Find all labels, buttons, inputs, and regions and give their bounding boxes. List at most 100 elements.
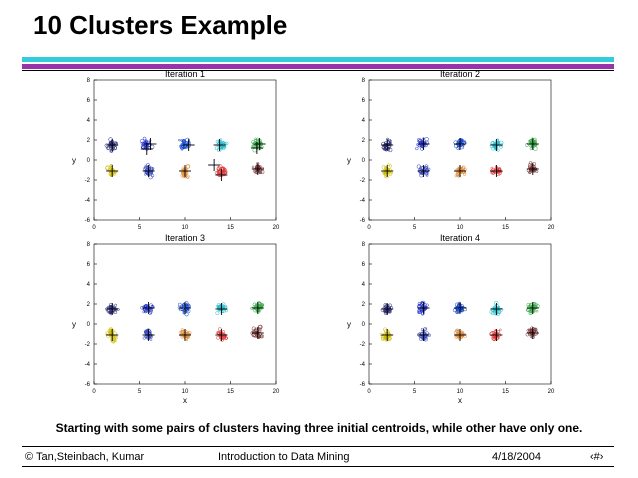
data-point: [214, 146, 219, 151]
data-point: [185, 164, 190, 169]
y-tick-label: 0: [362, 158, 366, 164]
data-point: [149, 338, 153, 341]
data-point: [186, 176, 189, 179]
data-point: [495, 309, 500, 314]
data-point: [109, 310, 114, 315]
data-point: [260, 303, 265, 307]
data-point: [113, 310, 118, 314]
data-point: [418, 170, 423, 174]
x-axis-label: x: [458, 396, 462, 405]
data-point: [178, 302, 182, 307]
data-point: [149, 310, 153, 314]
centroid-marker: [106, 303, 119, 315]
centroid-marker: [215, 329, 228, 341]
data-point: [383, 175, 387, 178]
y-tick-label: 8: [362, 242, 366, 248]
data-point: [389, 140, 392, 143]
data-point: [258, 327, 262, 331]
data-point: [148, 303, 154, 308]
y-tick-label: -6: [360, 218, 366, 224]
data-point: [383, 145, 388, 150]
data-point: [254, 307, 259, 312]
data-point: [387, 163, 390, 166]
data-point: [114, 303, 118, 307]
x-tick-label: 10: [182, 225, 189, 231]
data-point: [182, 141, 186, 145]
data-point: [425, 303, 429, 307]
data-point: [183, 143, 188, 148]
data-point: [253, 169, 257, 174]
data-point: [528, 311, 532, 315]
data-point: [180, 328, 184, 332]
x-tick-label: 10: [182, 389, 189, 395]
data-point: [380, 308, 385, 312]
data-point: [181, 139, 185, 143]
cluster-points: [454, 165, 467, 178]
centroid-marker: [526, 327, 539, 339]
x-tick-label: 5: [138, 389, 142, 395]
data-point: [535, 309, 539, 313]
data-point: [251, 140, 255, 144]
y-tick-label: 2: [87, 138, 91, 144]
cluster-points: [104, 137, 118, 153]
centroid-marker: [179, 329, 191, 341]
data-point: [419, 335, 423, 338]
data-point: [496, 148, 500, 152]
y-tick-label: 8: [362, 78, 366, 84]
x-tick-label: 15: [227, 225, 234, 231]
cluster-points: [105, 163, 118, 177]
data-point: [383, 165, 389, 171]
data-point: [140, 139, 145, 144]
data-point: [424, 165, 428, 170]
x-tick-label: 15: [502, 225, 509, 231]
data-point: [529, 147, 533, 150]
chart-title: Iteration 3: [165, 233, 205, 243]
centroid-marker: [526, 302, 539, 314]
data-point: [531, 301, 537, 307]
data-point: [420, 306, 425, 311]
centroid-marker: [253, 138, 266, 150]
x-tick-label: 20: [548, 225, 555, 231]
y-tick-label: -6: [360, 382, 366, 388]
data-point: [113, 306, 116, 309]
data-point: [417, 310, 421, 314]
data-point: [457, 303, 462, 307]
data-point: [498, 310, 502, 314]
data-point: [455, 329, 459, 333]
y-tick-label: 2: [362, 138, 366, 144]
x-tick-label: 0: [92, 225, 96, 231]
data-point: [386, 330, 391, 335]
data-point: [463, 140, 467, 144]
data-point: [388, 308, 391, 311]
data-point: [260, 145, 264, 150]
data-point: [108, 302, 114, 308]
data-point: [381, 165, 386, 170]
data-point: [106, 333, 111, 338]
data-point: [383, 305, 387, 309]
data-point: [492, 338, 496, 341]
slide-title: 10 Clusters Example: [33, 10, 288, 40]
y-axis-label: y: [72, 156, 76, 165]
data-point: [417, 138, 423, 144]
data-point: [416, 164, 421, 169]
data-point: [109, 164, 114, 169]
y-tick-label: -6: [85, 218, 91, 224]
y-tick-label: -4: [360, 362, 366, 368]
centroid-marker: [144, 138, 157, 150]
cluster-points: [177, 301, 191, 317]
x-tick-label: 15: [227, 389, 234, 395]
data-point: [178, 138, 181, 142]
chart-panel-iteration-3: Iteration 3 0 5 10 15 20 8 6 4 2 0 -2 -4 -6 y x: [60, 232, 300, 414]
data-point: [252, 147, 257, 153]
y-tick-label: -2: [360, 342, 366, 348]
data-point: [529, 311, 533, 315]
data-point: [254, 304, 258, 308]
data-point: [390, 171, 393, 174]
data-point: [528, 171, 532, 175]
data-point: [533, 302, 536, 305]
data-point: [182, 173, 187, 178]
centroid-marker: [179, 302, 191, 314]
centroid-marker: [179, 165, 191, 177]
x-tick-label: 15: [502, 389, 509, 395]
